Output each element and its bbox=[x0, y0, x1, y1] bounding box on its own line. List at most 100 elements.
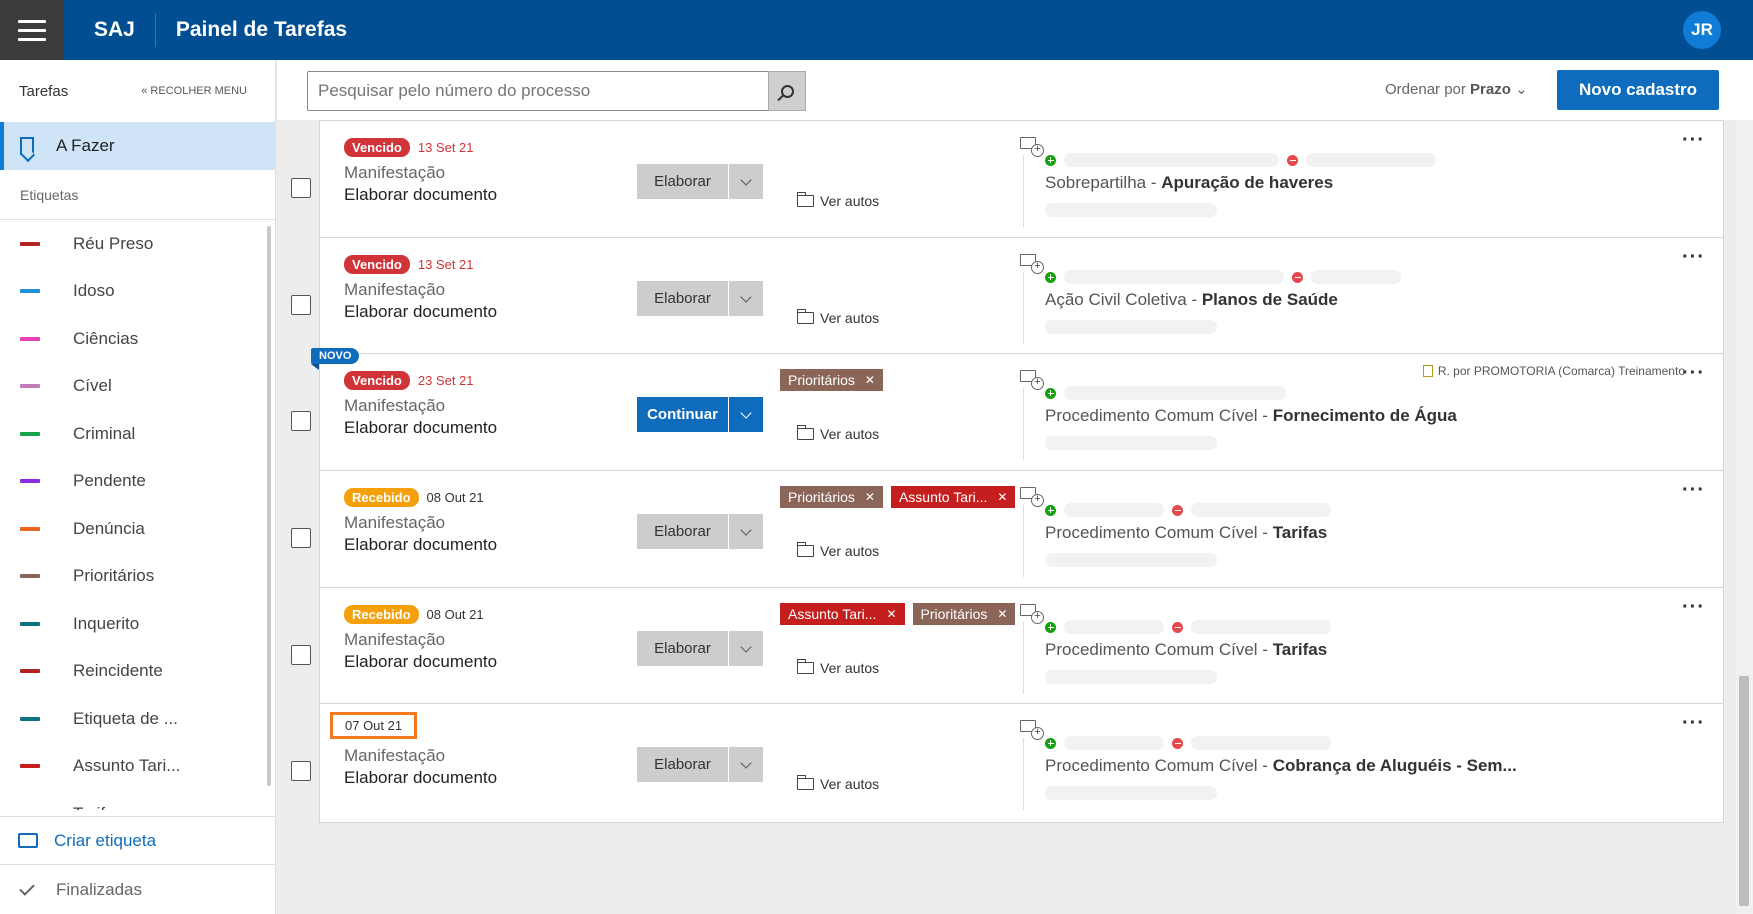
task-tag[interactable]: Prioritários ✕ bbox=[912, 603, 1016, 625]
add-label-icon[interactable] bbox=[1020, 254, 1044, 274]
view-records-link[interactable]: Ver autos bbox=[797, 542, 879, 559]
scrollbar-thumb[interactable] bbox=[1739, 676, 1749, 906]
create-label-button[interactable]: Criar etiqueta bbox=[0, 816, 275, 864]
label-item[interactable]: Etiqueta de ... bbox=[0, 695, 275, 743]
label-item[interactable]: Cível bbox=[0, 363, 275, 411]
task-action-button[interactable]: Elaborar bbox=[637, 747, 729, 782]
folder-icon bbox=[797, 192, 814, 207]
task-action-button[interactable]: Elaborar bbox=[637, 514, 729, 549]
sidebar-item-a-fazer[interactable]: A Fazer bbox=[0, 122, 275, 170]
task-status: Vencido 13 Set 21 bbox=[344, 138, 474, 157]
label-item[interactable]: Pendente bbox=[0, 458, 275, 506]
action-dropdown-button[interactable] bbox=[729, 281, 763, 316]
search-button[interactable] bbox=[768, 71, 806, 111]
case-info: Procedimento Comum Cível - Tarifas bbox=[1045, 618, 1705, 684]
action-split-button: Elaborar bbox=[637, 164, 763, 199]
view-records-link[interactable]: Ver autos bbox=[797, 659, 879, 676]
task-type: Manifestação bbox=[344, 163, 446, 182]
add-label-icon[interactable] bbox=[1020, 487, 1044, 507]
label-item[interactable]: Prioritários bbox=[0, 553, 275, 601]
brand-logo[interactable]: SAJ bbox=[78, 13, 156, 47]
more-options-icon[interactable]: ··· bbox=[1682, 479, 1705, 501]
task-checkbox[interactable] bbox=[291, 411, 311, 431]
case-class: Procedimento Comum Cível - Tarifas bbox=[1045, 523, 1328, 542]
chevron-down-icon bbox=[740, 290, 752, 303]
due-date: 23 Set 21 bbox=[417, 373, 474, 388]
remove-tag-icon[interactable]: ✕ bbox=[864, 373, 875, 387]
task-status: Recebido 08 Out 21 bbox=[344, 605, 484, 624]
task-action-button[interactable]: Continuar bbox=[637, 397, 729, 432]
task-tag[interactable]: Prioritários ✕ bbox=[780, 369, 883, 391]
task-tag[interactable]: Prioritários ✕ bbox=[780, 486, 883, 508]
list-scrollbar[interactable] bbox=[1735, 120, 1753, 914]
task-action-button[interactable]: Elaborar bbox=[637, 631, 729, 666]
task-card[interactable]: Recebido 08 Out 21 Manifestação Elaborar… bbox=[319, 470, 1724, 590]
label-item[interactable]: Tarifas bbox=[0, 790, 275, 810]
task-card[interactable]: Recebido 08 Out 21 Manifestação Elaborar… bbox=[319, 587, 1724, 707]
task-tag[interactable]: Assunto Tari... ✕ bbox=[780, 603, 905, 625]
add-label-icon[interactable] bbox=[1020, 720, 1044, 740]
view-records-link[interactable]: Ver autos bbox=[797, 309, 879, 326]
task-card[interactable]: 07 Out 21 Manifestação Elaborar document… bbox=[319, 703, 1724, 823]
new-register-button[interactable]: Novo cadastro bbox=[1557, 70, 1719, 110]
view-records-link[interactable]: Ver autos bbox=[797, 775, 879, 792]
search-input[interactable] bbox=[307, 71, 769, 111]
sidebar-item-finalizadas[interactable]: Finalizadas bbox=[0, 864, 275, 914]
label-item[interactable]: Ciências bbox=[0, 315, 275, 363]
more-options-icon[interactable]: ··· bbox=[1682, 362, 1705, 384]
label-color-swatch bbox=[20, 289, 40, 294]
task-row: Recebido 08 Out 21 Manifestação Elaborar… bbox=[277, 587, 1735, 717]
task-card[interactable]: NOVO Vencido 23 Set 21 Manifestação Elab… bbox=[311, 348, 1724, 473]
label-name: Inquerito bbox=[73, 613, 140, 633]
labels-scrollbar[interactable] bbox=[267, 226, 271, 786]
order-dropdown[interactable]: Ordenar por Prazo ⌄ bbox=[1385, 80, 1528, 98]
action-dropdown-button[interactable] bbox=[729, 397, 763, 432]
task-tag[interactable]: Assunto Tari... ✕ bbox=[890, 486, 1016, 508]
case-subject: Tarifas bbox=[1272, 640, 1328, 659]
view-records-link[interactable]: Ver autos bbox=[797, 192, 879, 209]
task-checkbox[interactable] bbox=[291, 645, 311, 665]
action-dropdown-button[interactable] bbox=[729, 514, 763, 549]
task-action-button[interactable]: Elaborar bbox=[637, 164, 729, 199]
task-card[interactable]: Vencido 13 Set 21 Manifestação Elaborar … bbox=[319, 237, 1724, 357]
action-dropdown-button[interactable] bbox=[729, 631, 763, 666]
task-checkbox[interactable] bbox=[291, 178, 311, 198]
redacted-party bbox=[1064, 386, 1286, 400]
label-name: Réu Preso bbox=[73, 233, 154, 253]
label-item[interactable]: Assunto Tari... bbox=[0, 743, 275, 791]
remove-tag-icon[interactable]: ✕ bbox=[997, 490, 1008, 504]
menu-icon[interactable] bbox=[0, 0, 64, 60]
remove-tag-icon[interactable]: ✕ bbox=[886, 607, 897, 621]
avatar[interactable]: JR bbox=[1683, 11, 1721, 49]
label-item[interactable]: Reincidente bbox=[0, 648, 275, 696]
more-options-icon[interactable]: ··· bbox=[1682, 596, 1705, 618]
view-records-link[interactable]: Ver autos bbox=[797, 425, 879, 442]
remove-tag-icon[interactable]: ✕ bbox=[864, 490, 875, 504]
label-item[interactable]: Denúncia bbox=[0, 505, 275, 553]
label-item[interactable]: Criminal bbox=[0, 410, 275, 458]
action-dropdown-button[interactable] bbox=[729, 164, 763, 199]
chevron-down-icon bbox=[740, 173, 752, 186]
action-dropdown-button[interactable] bbox=[729, 747, 763, 782]
task-title: Elaborar documento bbox=[344, 302, 498, 321]
more-options-icon[interactable]: ··· bbox=[1682, 712, 1705, 734]
more-options-icon[interactable]: ··· bbox=[1682, 129, 1705, 151]
task-checkbox[interactable] bbox=[291, 295, 311, 315]
task-checkbox[interactable] bbox=[291, 528, 311, 548]
task-list: Vencido 13 Set 21 Manifestação Elaborar … bbox=[277, 120, 1735, 914]
label-item[interactable]: Réu Preso bbox=[0, 220, 275, 268]
task-action-button[interactable]: Elaborar bbox=[637, 281, 729, 316]
task-checkbox[interactable] bbox=[291, 761, 311, 781]
card-divider bbox=[1023, 388, 1024, 460]
more-options-icon[interactable]: ··· bbox=[1682, 246, 1705, 268]
add-label-icon[interactable] bbox=[1020, 604, 1044, 624]
add-label-icon[interactable] bbox=[1020, 137, 1044, 157]
task-card[interactable]: Vencido 13 Set 21 Manifestação Elaborar … bbox=[319, 120, 1724, 240]
label-item[interactable]: Inquerito bbox=[0, 600, 275, 648]
collapse-menu-button[interactable]: « RECOLHER MENU bbox=[141, 85, 247, 97]
label-item[interactable]: Idoso bbox=[0, 268, 275, 316]
add-label-icon[interactable] bbox=[1020, 370, 1044, 390]
label-color-swatch bbox=[20, 384, 40, 389]
remove-tag-icon[interactable]: ✕ bbox=[997, 607, 1008, 621]
label-name: Pendente bbox=[73, 471, 146, 491]
